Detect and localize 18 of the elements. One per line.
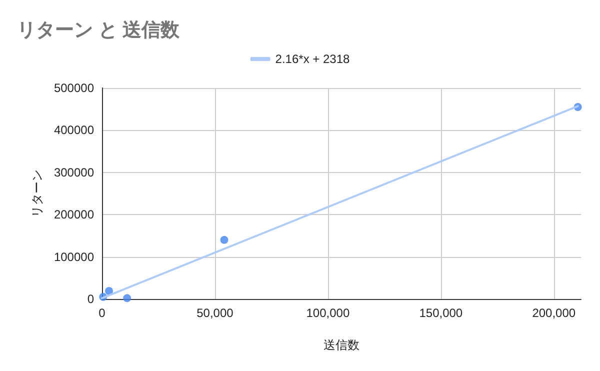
y-tick-label: 100000	[54, 250, 94, 264]
y-tick-label: 300000	[54, 165, 94, 180]
x-axis-title: 送信数	[324, 338, 360, 352]
chart-title: リターン と 送信数	[17, 20, 181, 41]
x-tick-label: 200,000	[532, 306, 576, 320]
point	[105, 286, 114, 295]
x-tick-label: 0	[98, 306, 106, 320]
x-tick-label: 50,000	[196, 306, 234, 320]
y-tick-label: 200000	[54, 208, 94, 222]
y-tick-label: 400000	[54, 123, 94, 138]
y-axis-title: リターン	[30, 170, 44, 218]
y-tick-label: 0	[87, 292, 94, 306]
legend-label: 2.16*x + 2318	[275, 52, 350, 66]
x-tick-label: 100,000	[306, 306, 350, 320]
point	[123, 294, 132, 302]
x-tick-label: 150,000	[419, 306, 463, 320]
point	[220, 236, 228, 244]
y-tick-label: 500000	[54, 81, 94, 95]
